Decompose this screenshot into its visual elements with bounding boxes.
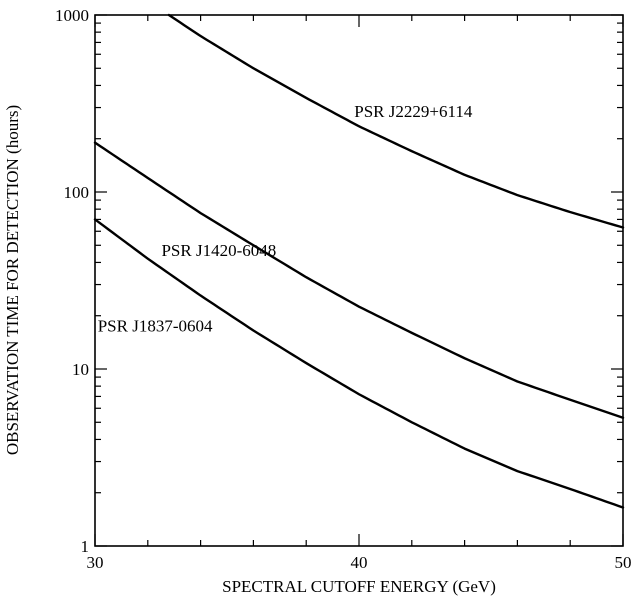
labels-layer: 30 40 50 1 10 100 1000 PSR J2229+6114 PSR J1420-… (55, 6, 632, 572)
series-line-2 (93, 218, 625, 509)
y-tick-label: 10 (72, 360, 89, 379)
y-tick-label: 100 (64, 183, 90, 202)
y-tick-label: 1 (81, 537, 90, 556)
series-label-0: PSR J2229+6114 (354, 102, 473, 121)
y-tick-label: 1000 (55, 6, 89, 25)
plot-frame (94, 14, 624, 547)
x-axis-title: SPECTRAL CUTOFF ENERGY (GeV) (222, 577, 496, 596)
x-tick-label: 30 (87, 553, 104, 572)
series-label-1: PSR J1420-6048 (161, 241, 276, 260)
x-tick-label: 40 (351, 553, 368, 572)
series-line-1 (93, 141, 625, 419)
series-line-0 (167, 13, 625, 229)
x-tick-label: 50 (615, 553, 632, 572)
y-axis-title: OBSERVATION TIME FOR DETECTION (hours) (3, 105, 22, 455)
curves-layer (93, 13, 625, 509)
series-label-2: PSR J1837-0604 (98, 317, 213, 336)
ticks-layer (94, 14, 624, 547)
